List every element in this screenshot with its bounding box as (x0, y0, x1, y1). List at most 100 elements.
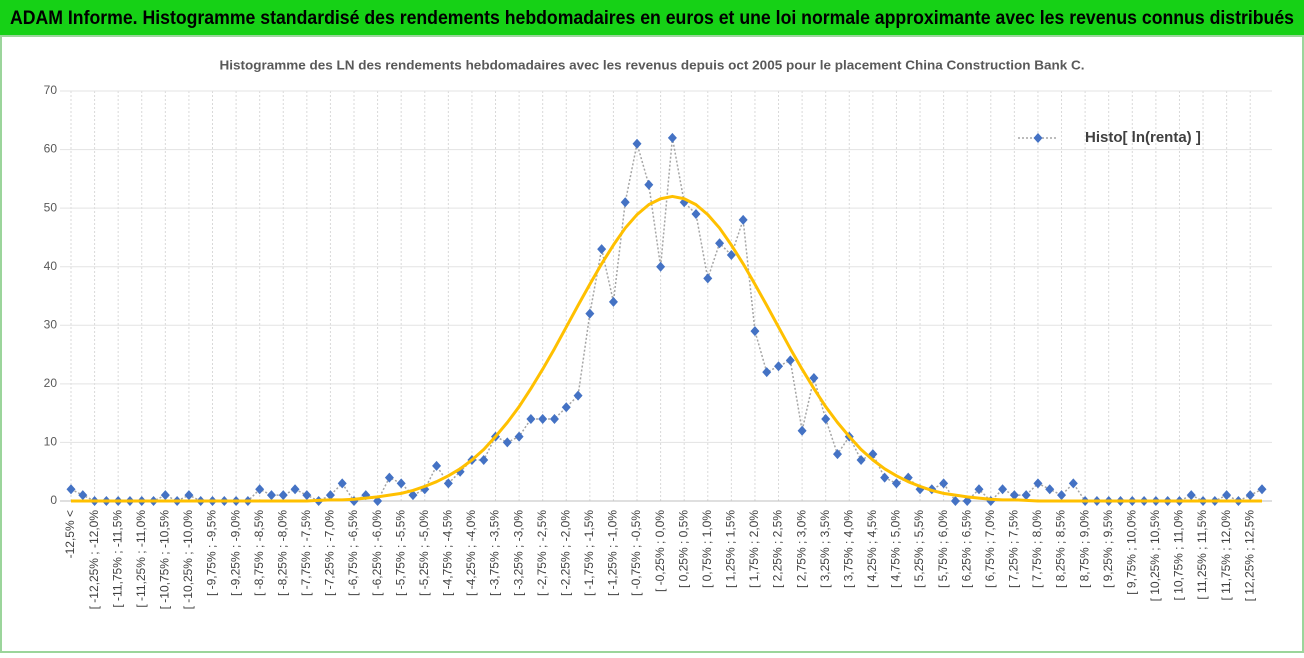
data-point (620, 197, 630, 208)
data-point (290, 484, 300, 495)
x-tick-label: [ 0,75% ; 1,0% (700, 510, 714, 588)
x-tick-label: [ -10,25% ; -10,0% (181, 510, 195, 610)
y-tick-label: 50 (44, 200, 58, 214)
x-tick-label: [ 12,25% ; 12,5% (1242, 510, 1256, 602)
data-point (1186, 490, 1196, 501)
x-tick-label: [ -12,25% ; -12,0% (87, 510, 101, 610)
x-tick-label: [ -8,25% ; -8,0% (275, 510, 289, 596)
x-tick-label: [ -5,25% ; -5,0% (417, 510, 431, 596)
x-tick-label: [ 7,75% ; 8,0% (1030, 510, 1044, 588)
x-tick-label: [ 2,25% ; 2,5% (771, 510, 785, 588)
x-tick-label: [ -3,75% ; -3,5% (488, 510, 502, 596)
data-point (1033, 478, 1043, 489)
data-point (479, 455, 489, 465)
data-point (384, 472, 394, 483)
data-point (644, 179, 654, 190)
data-point (66, 484, 76, 495)
y-tick-label: 20 (44, 376, 58, 390)
x-tick-label: [ -7,25% ; -7,0% (323, 510, 337, 596)
x-tick-label: [ -5,75% ; -5,5% (393, 510, 407, 596)
data-point (255, 484, 265, 495)
data-point (585, 308, 595, 319)
legend-marker (1033, 133, 1043, 143)
data-point (1257, 484, 1267, 495)
data-point (337, 478, 347, 489)
y-tick-label: 40 (44, 259, 58, 273)
data-point (797, 425, 807, 436)
data-point (538, 414, 548, 424)
data-point (774, 361, 784, 372)
data-point (715, 238, 725, 249)
x-tick-label: [ -0,25% ; 0,0% (653, 510, 667, 592)
x-tick-label: [ 4,75% ; 5,0% (889, 510, 903, 588)
x-tick-label: [ 1,25% ; 1,5% (724, 510, 738, 588)
data-point (573, 390, 583, 401)
x-tick-label: [ 9,75% ; 10,0% (1124, 510, 1138, 595)
data-point (608, 296, 618, 307)
x-tick-label: [ -9,75% ; -9,5% (205, 510, 219, 596)
x-tick-label: [ 8,75% ; 9,0% (1077, 510, 1091, 588)
data-point (880, 472, 890, 483)
data-point (785, 355, 795, 366)
x-tick-label: [ -10,75% ; -10,5% (158, 510, 172, 610)
data-point (266, 490, 276, 501)
x-tick-label: [ -4,75% ; -4,5% (441, 510, 455, 596)
data-point (656, 261, 666, 272)
data-point (1045, 484, 1055, 495)
chart-title: Histogramme des LN des rendements hebdom… (220, 57, 1085, 72)
x-tick-label: [ 3,75% ; 4,0% (841, 510, 855, 588)
data-point (408, 490, 418, 501)
x-tick-label: [ 3,25% ; 3,5% (818, 510, 832, 588)
data-point (432, 460, 442, 471)
data-point (691, 209, 701, 219)
x-tick-label: [ 8,25% ; 8,5% (1054, 510, 1068, 588)
data-point (832, 449, 842, 460)
x-tick-label: [ 5,25% ; 5,5% (912, 510, 926, 588)
data-point (821, 414, 831, 424)
y-tick-label: 30 (44, 317, 58, 331)
data-point (1068, 478, 1078, 489)
data-point (160, 490, 170, 501)
data-point (302, 490, 312, 501)
data-point (974, 484, 984, 495)
data-point (1057, 490, 1067, 501)
normal-curve (71, 194, 1262, 503)
x-tick-label: [ 5,75% ; 6,0% (936, 510, 950, 588)
x-tick-label: [ -1,75% ; -1,5% (582, 510, 596, 596)
y-tick-label: 60 (44, 142, 58, 156)
x-tick-label: [ 10,75% ; 11,0% (1172, 510, 1186, 601)
data-point (278, 490, 288, 501)
x-tick-label: [ 10,25% ; 10,5% (1148, 510, 1162, 602)
data-point (396, 478, 406, 489)
x-tick-label: [ -9,25% ; -9,0% (228, 510, 242, 596)
x-tick-label: [ -2,25% ; -2,0% (558, 510, 572, 596)
x-tick-label: [ -8,75% ; -8,5% (252, 510, 266, 596)
x-tick-label: -12,5% < (63, 510, 77, 558)
data-point (597, 244, 607, 255)
x-tick-label: [ 6,75% ; 7,0% (983, 510, 997, 588)
data-point (1021, 490, 1031, 501)
data-point (561, 402, 571, 413)
data-point (1222, 490, 1232, 501)
x-tick-label: [ -6,75% ; -6,5% (346, 510, 360, 596)
x-tick-label: [ -3,25% ; -3,0% (511, 510, 525, 596)
y-tick-label: 70 (44, 83, 58, 97)
x-tick-label: [ 11,75% ; 12,0% (1219, 510, 1233, 601)
data-point (856, 455, 866, 465)
x-tick-label: [ 9,25% ; 9,5% (1101, 510, 1115, 588)
data-point (632, 138, 642, 149)
data-point (703, 273, 713, 284)
banner-title: ADAM Informe. Histogramme standardisé de… (10, 8, 1294, 29)
x-tick-label: [ 2,75% ; 3,0% (794, 510, 808, 588)
data-point (526, 414, 536, 424)
data-point (950, 496, 960, 506)
data-point (738, 214, 748, 225)
x-tick-label: [ 11,25% ; 11,5% (1195, 510, 1209, 600)
data-point (762, 367, 772, 378)
y-tick-label: 0 (50, 493, 57, 507)
x-tick-label: [ 7,25% ; 7,5% (1007, 510, 1021, 588)
x-tick-label: [ -1,25% ; -1,0% (606, 510, 620, 596)
x-tick-label: [ 6,25% ; 6,5% (959, 510, 973, 588)
